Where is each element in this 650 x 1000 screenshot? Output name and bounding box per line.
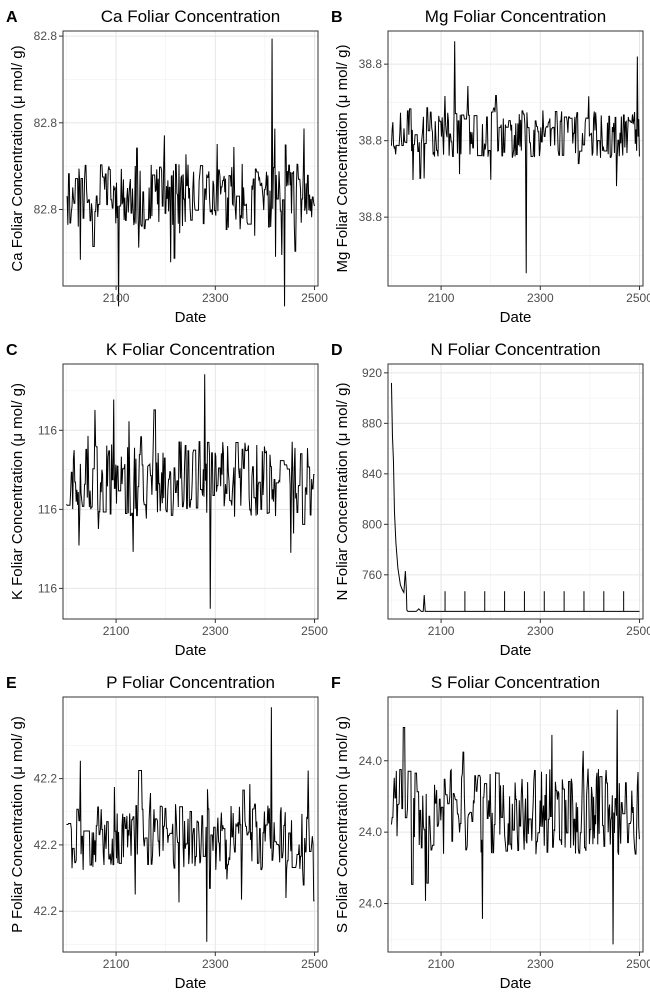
- x-tick-label: 2300: [202, 624, 229, 638]
- x-axis-label: Date: [175, 309, 207, 326]
- y-tick-label: 920: [362, 366, 382, 380]
- y-axis-label: N Foliar Concentration (μ mol/ g): [334, 383, 351, 601]
- y-tick-label: 38.8: [359, 134, 383, 148]
- x-axis-label: Date: [175, 642, 207, 659]
- panel-tag: A: [6, 9, 18, 26]
- y-tick-label: 24.0: [359, 897, 383, 911]
- panel-c: 2100 2300 2500 116 116 116 K Foliar Concentrat…: [6, 340, 328, 659]
- panel-border: [387, 30, 644, 287]
- x-tick-label: 2300: [527, 624, 554, 638]
- y-tick-label: 116: [38, 423, 57, 437]
- grid-lines: [388, 364, 643, 619]
- series-line: [390, 382, 640, 612]
- y-tick-label: 42.2: [34, 772, 58, 786]
- panel-a: 2100 2300 2500 82.8 82.8 82.8 Ca Foliar Concen…: [6, 7, 328, 326]
- panel-title: N Foliar Concentration: [430, 340, 600, 359]
- plot-area: [63, 31, 318, 286]
- panel-e: 2100 2300 2500 42.2 42.2 42.2 P Foliar Concent…: [6, 673, 328, 992]
- panel-b: 2100 2300 2500 38.8 38.8 38.8 Mg Foliar Concen…: [331, 7, 650, 326]
- plot-area: [63, 697, 318, 952]
- x-tick-label: 2300: [527, 291, 554, 305]
- x-tick-label: 2500: [301, 957, 328, 971]
- x-tick-label: 2300: [202, 957, 229, 971]
- y-axis-label: K Foliar Concentration (μ mol/ g): [9, 383, 26, 600]
- x-tick-label: 2100: [103, 957, 130, 971]
- y-tick-label: 38.8: [359, 57, 383, 71]
- y-tick-label: 42.2: [34, 904, 58, 918]
- panel-tag: B: [331, 9, 343, 26]
- series-line: [390, 41, 640, 274]
- grid-lines: [63, 697, 318, 952]
- plot-area: [388, 31, 643, 286]
- x-axis-label: Date: [500, 642, 532, 659]
- grid-lines: [63, 364, 318, 619]
- x-tick-label: 2100: [428, 624, 455, 638]
- x-tick-label: 2300: [202, 291, 229, 305]
- y-tick-label: 82.8: [34, 203, 58, 217]
- y-tick-label: 24.0: [359, 825, 383, 839]
- plot-area: [388, 364, 643, 619]
- series-line: [66, 707, 315, 942]
- x-tick-label: 2500: [626, 291, 650, 305]
- panel-f: 2100 2300 2500 24.0 24.0 24.0 S Foliar Concent…: [331, 673, 650, 992]
- panel-border: [62, 30, 319, 287]
- y-tick-label: 82.8: [34, 116, 58, 130]
- series-line: [66, 374, 315, 609]
- panel-title: K Foliar Concentration: [106, 340, 275, 359]
- y-tick-label: 840: [362, 467, 382, 481]
- x-tick-label: 2100: [103, 291, 130, 305]
- panel-title: Ca Foliar Concentration: [101, 7, 281, 26]
- y-tick-label: 116: [38, 502, 57, 516]
- x-tick-label: 2300: [527, 957, 554, 971]
- y-tick-label: 880: [362, 416, 382, 430]
- y-tick-label: 82.8: [34, 29, 58, 43]
- x-tick-label: 2500: [626, 624, 650, 638]
- series-line: [390, 709, 640, 945]
- x-tick-label: 2500: [301, 624, 328, 638]
- y-tick-label: 38.8: [359, 210, 383, 224]
- y-tick-label: 760: [362, 568, 382, 582]
- y-axis-label: P Foliar Concentration (μ mol/ g): [9, 716, 26, 933]
- panel-tag: C: [6, 342, 18, 359]
- series-spikes: [444, 591, 625, 612]
- y-axis-label: Mg Foliar Concentration (μ mol/ g): [334, 45, 351, 273]
- series-line: [66, 38, 315, 307]
- panel-title: S Foliar Concentration: [431, 673, 600, 692]
- panel-border: [62, 696, 319, 953]
- y-tick-label: 116: [38, 581, 57, 595]
- x-tick-label: 2500: [301, 291, 328, 305]
- x-axis-label: Date: [175, 975, 207, 992]
- x-tick-label: 2100: [428, 957, 455, 971]
- panel-border: [387, 363, 644, 620]
- panel-border: [387, 696, 644, 953]
- x-tick-label: 2500: [626, 957, 650, 971]
- panel-title: Mg Foliar Concentration: [425, 7, 606, 26]
- x-axis-label: Date: [500, 309, 532, 326]
- panel-tag: F: [331, 675, 341, 692]
- grid-lines: [388, 697, 643, 952]
- y-tick-label: 24.0: [359, 754, 383, 768]
- panel-tag: D: [331, 342, 343, 359]
- y-axis-label: Ca Foliar Concentration (μ mol/ g): [9, 45, 26, 271]
- grid-lines: [388, 31, 643, 286]
- panel-tag: E: [6, 675, 17, 692]
- x-axis-label: Date: [500, 975, 532, 992]
- y-axis-label: S Foliar Concentration (μ mol/ g): [334, 716, 351, 933]
- y-tick-label: 800: [362, 517, 382, 531]
- panel-title: P Foliar Concentration: [106, 673, 275, 692]
- panel-d: 2100 2300 2500 760 800 840 880 920 N Foliar Conc…: [331, 340, 650, 659]
- x-tick-label: 2100: [103, 624, 130, 638]
- y-tick-label: 42.2: [34, 838, 58, 852]
- panel-border: [62, 363, 319, 620]
- x-tick-label: 2100: [428, 291, 455, 305]
